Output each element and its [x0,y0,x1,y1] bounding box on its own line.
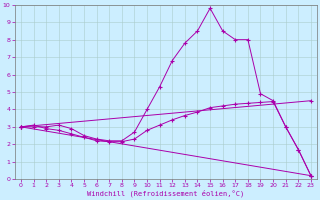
X-axis label: Windchill (Refroidissement éolien,°C): Windchill (Refroidissement éolien,°C) [87,190,244,197]
